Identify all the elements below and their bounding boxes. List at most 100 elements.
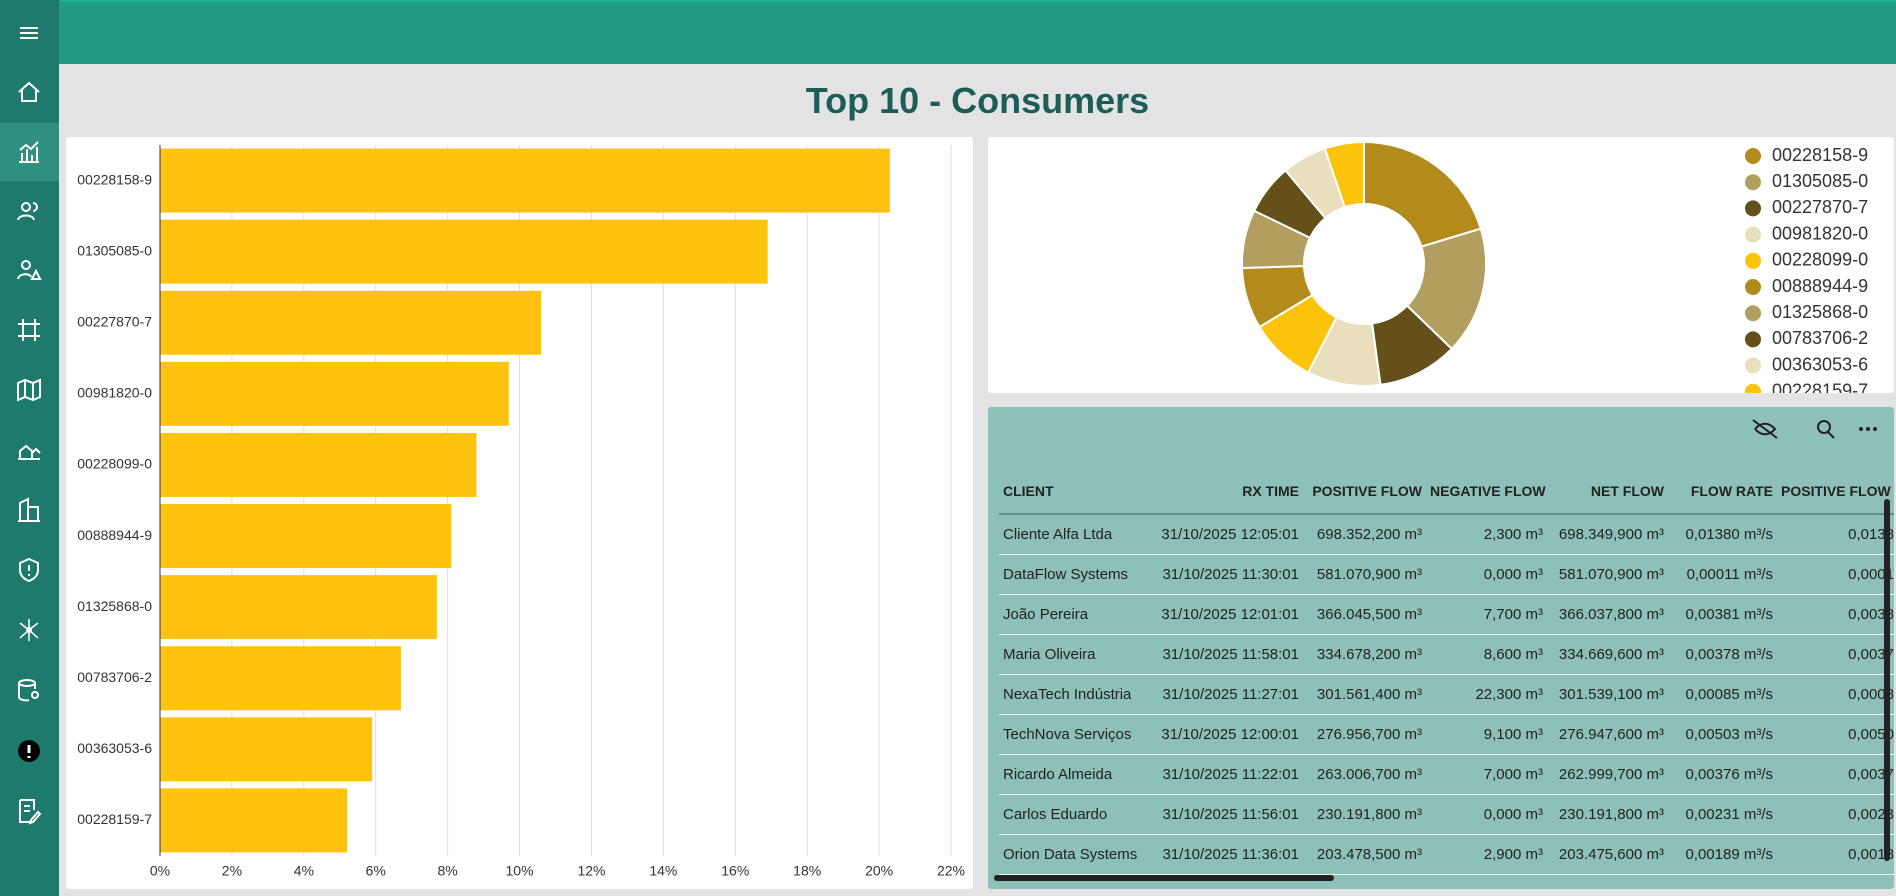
legend-label: 00228159-7 bbox=[1772, 381, 1868, 393]
table-cell: 8,600 m³ bbox=[1426, 634, 1547, 675]
alert-icon[interactable] bbox=[14, 736, 44, 766]
table-cell: 262.999,700 m³ bbox=[1547, 754, 1668, 795]
x-tick-label: 18% bbox=[793, 863, 821, 879]
page-title: Top 10 - Consumers bbox=[805, 80, 1150, 121]
table-cell: 31/10/2025 11:27:01 bbox=[1148, 674, 1303, 715]
donut-chart: 00228158-9 01305085-0 00227870-7 00981820-0… bbox=[1241, 140, 1868, 393]
legend-marker bbox=[1745, 252, 1761, 269]
bar bbox=[160, 148, 890, 213]
table-cell: 0,00378 m³/s bbox=[1668, 634, 1777, 675]
more-icon[interactable] bbox=[1859, 427, 1877, 431]
y-tick-label: 00227870-7 bbox=[77, 313, 152, 329]
table-cell: 0,0023 bbox=[1777, 794, 1894, 835]
bar-panel: 0% 2% 4% 6% 8% 10% 12% 14% 16% 18% 20% 22% 00228158-… bbox=[66, 137, 973, 889]
active-item bbox=[0, 123, 59, 181]
x-tick-label: 4% bbox=[294, 863, 314, 879]
data-table: CLIENT RX TIME POSITIVE FLOW NEGATIVE FLOW N… bbox=[999, 469, 1894, 875]
menu-icon[interactable] bbox=[14, 18, 44, 48]
table-cell: 301.539,100 m³ bbox=[1547, 674, 1668, 715]
users-icon[interactable] bbox=[14, 196, 44, 226]
bar bbox=[160, 504, 452, 569]
table-row: NexaTech Indústria 31/10/2025 11:27:01 301… bbox=[999, 674, 1894, 715]
legend-marker bbox=[1745, 148, 1761, 164]
toolbar bbox=[1752, 419, 1877, 439]
table-cell: 334.669,600 m³ bbox=[1547, 634, 1668, 675]
table-cell: 0,0001 bbox=[1777, 554, 1894, 595]
bar bbox=[160, 432, 477, 497]
home-icon[interactable] bbox=[14, 77, 44, 107]
table-cell: 366.045,500 m³ bbox=[1303, 594, 1426, 635]
database-icon[interactable] bbox=[14, 675, 44, 705]
table-cell: 0,0018 bbox=[1777, 834, 1894, 875]
h-scrollbar[interactable] bbox=[994, 875, 1334, 881]
building-icon[interactable] bbox=[14, 495, 44, 525]
chart-icon[interactable] bbox=[14, 137, 44, 167]
table-cell: 7,000 m³ bbox=[1426, 754, 1547, 795]
table-cell: 31/10/2025 11:22:01 bbox=[1148, 754, 1303, 795]
legend-marker bbox=[1745, 200, 1761, 217]
column-header: NEGATIVE FLOW bbox=[1426, 469, 1547, 515]
table-panel: CLIENT RX TIME POSITIVE FLOW NEGATIVE FLOW N… bbox=[988, 407, 1894, 889]
x-tick-label: 12% bbox=[577, 863, 605, 879]
bar bbox=[160, 717, 373, 782]
table-cell: 31/10/2025 11:36:01 bbox=[1148, 834, 1303, 875]
legend-label: 00228099-0 bbox=[1772, 250, 1868, 270]
table-cell: 22,300 m³ bbox=[1426, 674, 1547, 715]
table-cell: 31/10/2025 11:58:01 bbox=[1148, 634, 1303, 675]
user-alert-icon[interactable] bbox=[14, 255, 44, 285]
bar bbox=[160, 646, 401, 711]
report-icon[interactable] bbox=[14, 796, 44, 826]
search-icon[interactable] bbox=[1817, 420, 1835, 439]
legend-marker bbox=[1745, 279, 1761, 295]
table-cell: 0,000 m³ bbox=[1426, 794, 1547, 835]
map-icon[interactable] bbox=[14, 375, 44, 405]
y-tick-label: 00981820-0 bbox=[77, 385, 152, 401]
table-cell: 9,100 m³ bbox=[1426, 714, 1547, 755]
table-cell: 31/10/2025 12:05:01 bbox=[1148, 514, 1303, 555]
table-cell: 263.006,700 m³ bbox=[1303, 754, 1426, 795]
column-header: POSITIVE FLOW bbox=[1303, 469, 1426, 515]
table-cell: 230.191,800 m³ bbox=[1303, 794, 1426, 835]
bar bbox=[160, 219, 768, 284]
table-cell: TechNova Serviços bbox=[999, 714, 1148, 755]
v-scrollbar[interactable] bbox=[1884, 499, 1890, 861]
table-row: DataFlow Systems 31/10/2025 11:30:01 581.0… bbox=[999, 554, 1894, 595]
bar bbox=[160, 361, 509, 426]
table-cell: 31/10/2025 11:56:01 bbox=[1148, 794, 1303, 835]
x-tick-label: 8% bbox=[438, 863, 458, 879]
legend-marker bbox=[1745, 331, 1761, 348]
hide-icon[interactable] bbox=[1752, 419, 1778, 439]
column-header: NET FLOW bbox=[1547, 469, 1668, 515]
table-cell: NexaTech Indústria bbox=[999, 674, 1148, 715]
x-tick-label: 2% bbox=[222, 863, 242, 879]
table-cell: 2,300 m³ bbox=[1426, 514, 1547, 555]
table-cell: Ricardo Almeida bbox=[999, 754, 1148, 795]
table-cell: 0,00503 m³/s bbox=[1668, 714, 1777, 755]
table-cell: 581.070,900 m³ bbox=[1303, 554, 1426, 595]
shield-icon[interactable] bbox=[14, 555, 44, 585]
legend-marker bbox=[1745, 174, 1761, 191]
table-row: Maria Oliveira 31/10/2025 11:58:01 334.678… bbox=[999, 634, 1894, 675]
network-icon[interactable] bbox=[14, 615, 44, 645]
table-row: Cliente Alfa Ltda 31/10/2025 12:05:01 698.… bbox=[999, 514, 1894, 555]
table-cell: 0,00085 m³/s bbox=[1668, 674, 1777, 715]
donut-slice bbox=[1363, 140, 1483, 248]
table-cell: 698.352,200 m³ bbox=[1303, 514, 1426, 555]
column-header: RX TIME bbox=[1148, 469, 1303, 515]
houses-icon[interactable] bbox=[14, 435, 44, 465]
table-cell: Cliente Alfa Ltda bbox=[999, 514, 1148, 555]
x-tick-label: 10% bbox=[506, 863, 534, 879]
x-tick-label: 0% bbox=[150, 863, 170, 879]
legend-label: 01325868-0 bbox=[1772, 302, 1868, 322]
legend-label: 00981820-0 bbox=[1772, 223, 1868, 243]
table-cell: 698.349,900 m³ bbox=[1547, 514, 1668, 555]
x-tick-label: 14% bbox=[649, 863, 677, 879]
legend-marker bbox=[1745, 383, 1761, 393]
y-tick-label: 00363053-6 bbox=[77, 740, 152, 756]
y-tick-label: 01305085-0 bbox=[77, 242, 152, 258]
frame-icon[interactable] bbox=[14, 315, 44, 345]
donut-panel: 00228158-9 01305085-0 00227870-7 00981820-0… bbox=[988, 137, 1894, 393]
x-tick-label: 16% bbox=[721, 863, 749, 879]
table-cell: 366.037,800 m³ bbox=[1547, 594, 1668, 635]
